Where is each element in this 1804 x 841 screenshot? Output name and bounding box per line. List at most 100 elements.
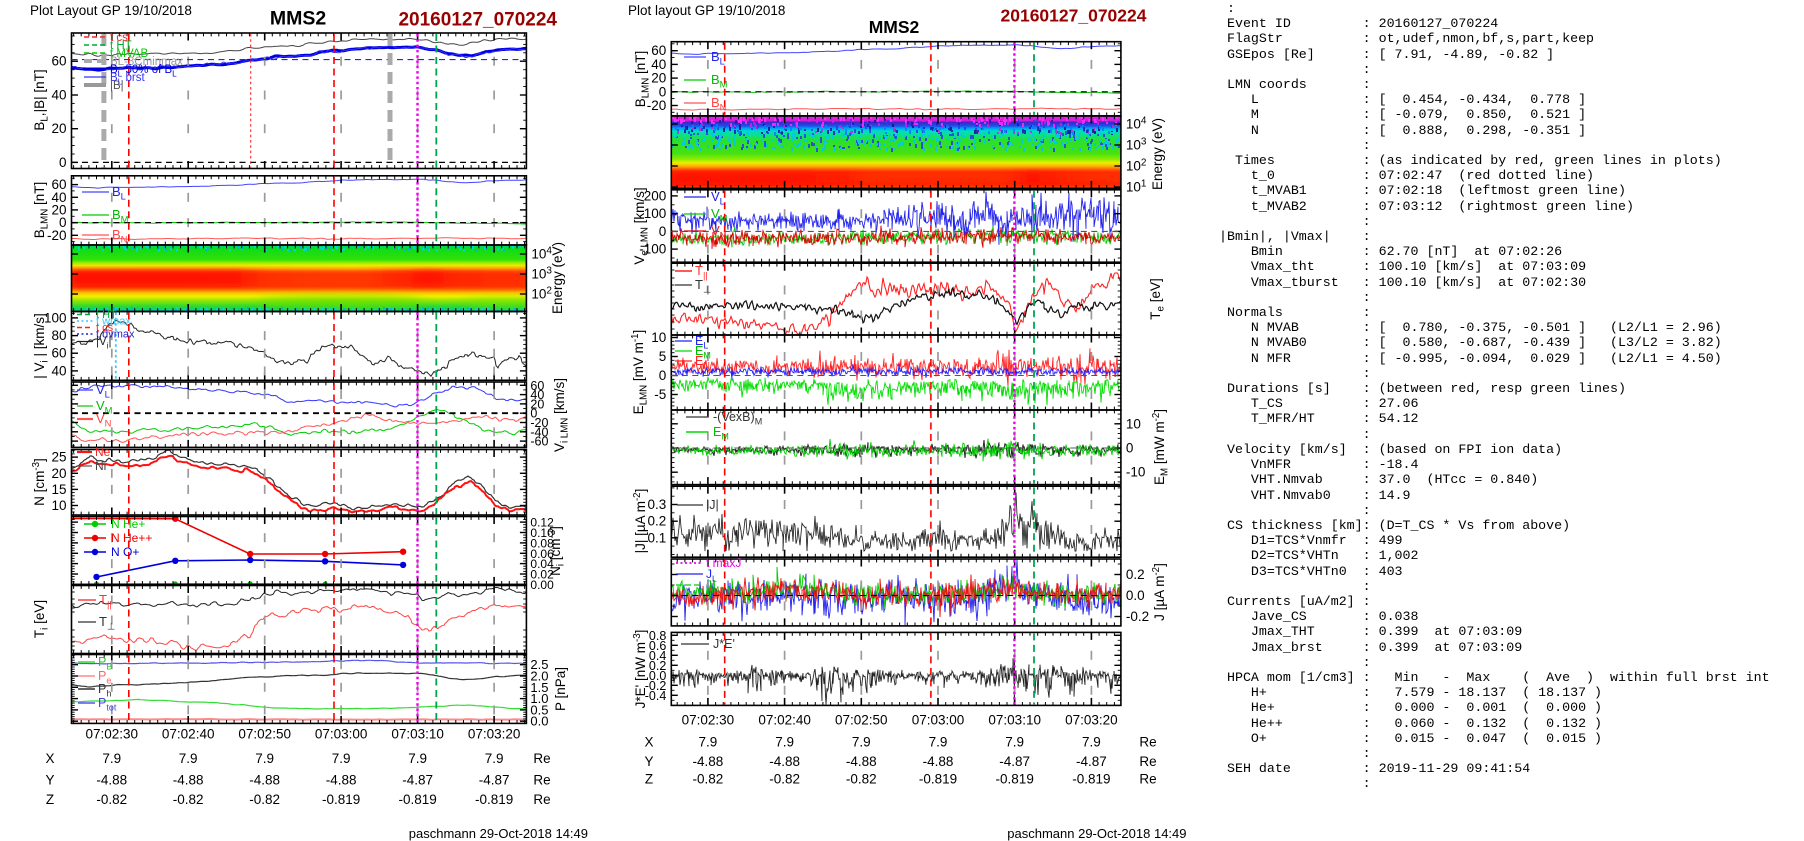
svg-text:Z: Z [46,792,54,807]
svg-text:60: 60 [51,177,66,192]
svg-text:BL​: BL​ [711,49,725,67]
svg-text:20: 20 [51,466,66,481]
svg-text:0.8: 0.8 [649,629,666,643]
svg-text:60: 60 [51,346,66,361]
svg-text:40: 40 [51,363,66,378]
svg-text:EM​: EM​ [713,425,729,442]
svg-text:7.9: 7.9 [102,751,121,766]
svg-text:0.2: 0.2 [649,659,666,673]
svg-text:BN​: BN​ [112,227,127,245]
svg-text:07:03:20: 07:03:20 [1065,713,1118,728]
svg-text:40: 40 [51,88,66,103]
svg-text:-20: -20 [647,98,667,113]
svg-text:20: 20 [530,397,544,411]
svg-text:60: 60 [651,43,666,58]
svg-text:10: 10 [51,498,66,513]
svg-text:BL​ brst: BL​ brst [110,72,145,87]
svg-text:40: 40 [530,388,544,402]
svg-text:0.08: 0.08 [530,536,554,550]
svg-text:Plot Layout GP 19/10/2018: Plot Layout GP 19/10/2018 [30,3,192,18]
svg-text:-0.82: -0.82 [96,792,127,807]
svg-text:100: 100 [44,310,67,325]
svg-text:7.9: 7.9 [929,735,948,750]
svg-text:VL​: VL​ [711,189,725,207]
svg-text:X: X [45,751,54,766]
svg-text:N He+: N He+ [111,517,145,531]
svg-text:0.6: 0.6 [649,639,666,653]
svg-text:N [cm-3​]: N [cm-3​] [31,458,47,506]
svg-text:-20: -20 [47,228,67,243]
svg-text:60: 60 [51,54,66,69]
svg-text:15: 15 [51,482,66,497]
svg-text:EM​: EM​ [695,344,711,361]
svg-text:Energy (eV): Energy (eV) [1150,118,1165,190]
svg-text:Re: Re [1139,771,1156,786]
svg-text:PB​: PB​ [98,655,112,672]
svg-text:t HT: t HT [110,40,132,52]
svg-text:60: 60 [530,379,544,393]
svg-text:07:03:00: 07:03:00 [315,727,368,742]
svg-text:T||​: T||​ [695,263,708,281]
svg-text:Energy (eV): Energy (eV) [550,242,565,314]
svg-text:-4.88: -4.88 [769,754,800,769]
svg-text:-5: -5 [654,387,666,402]
svg-text:t cs: t cs [96,322,114,334]
svg-text:JL​: JL​ [706,567,717,584]
svg-text:VL​: VL​ [96,382,110,400]
svg-text:200: 200 [644,188,667,203]
svg-text:-0.4: -0.4 [645,689,667,703]
svg-text:80: 80 [51,328,66,343]
svg-text:2.5: 2.5 [530,657,548,672]
svg-text:-20: -20 [530,416,548,430]
svg-text:T||​: T||​ [99,592,112,610]
svg-text:BL​,|B| [nT]: BL​,|B| [nT] [32,69,51,130]
svg-text:P [nPa]: P [nPa] [553,667,568,711]
svg-text:Ni​ [cm-3​]: Ni​ [cm-3​] [547,526,567,576]
svg-text:5: 5 [659,349,667,364]
svg-text:20160127_070224: 20160127_070224 [1001,6,1147,26]
svg-text:t wmax: t wmax [96,316,131,328]
svg-text:25: 25 [51,450,66,465]
svg-text:7.9: 7.9 [852,735,871,750]
svg-text:Te​ [eV]: Te​ [eV] [1148,278,1167,319]
svg-text:-0.82: -0.82 [249,792,280,807]
svg-text:-4.88: -4.88 [173,772,204,787]
svg-text:0.02: 0.02 [530,568,554,582]
svg-text:-4.88: -4.88 [693,754,724,769]
svg-text:7.9: 7.9 [408,751,427,766]
svg-text:Ni: Ni [95,459,106,473]
svg-text:Pe​: Pe​ [98,669,111,686]
svg-text:0.0: 0.0 [1126,588,1145,603]
svg-text:0: 0 [659,224,667,239]
svg-text:BL-3Cminmax: BL-3Cminmax [110,56,183,68]
svg-text:J [µA m-2​]: J [µA m-2​] [1151,563,1167,621]
svg-text:-60: -60 [530,435,548,449]
svg-text:0.2: 0.2 [648,514,667,529]
svg-text:JM​: JM​ [706,578,719,595]
svg-text:-0.819: -0.819 [919,771,957,786]
svg-text:-4.87: -4.87 [999,754,1030,769]
svg-text:BM​: BM​ [711,72,728,90]
svg-text:0.5: 0.5 [530,702,548,717]
svg-text:Re: Re [1139,735,1156,750]
svg-text:N O+: N O+ [111,545,139,559]
svg-text:ELMN​ [mV m-1​]: ELMN​ [mV m-1​] [630,330,650,415]
svg-text:J*E': J*E' [713,637,735,651]
svg-text:T⊥​: T⊥​ [695,277,711,295]
svg-text:|J|: |J| [706,498,719,512]
svg-text:-0.819: -0.819 [398,792,436,807]
svg-text:07:02:50: 07:02:50 [238,727,291,742]
svg-text:7.9: 7.9 [332,751,351,766]
svg-text:40: 40 [651,57,666,72]
svg-text:-4.87: -4.87 [1076,754,1107,769]
svg-text:-0.819: -0.819 [996,771,1034,786]
svg-text:VM​: VM​ [711,206,728,224]
svg-text:Ph​: Ph​ [98,682,111,699]
svg-text:t cs: t cs [110,32,128,44]
svg-text:EL​: EL​ [695,334,708,351]
svg-text:Y: Y [45,772,54,787]
svg-text:-4.87: -4.87 [402,772,433,787]
svg-text:BM​: BM​ [112,207,129,225]
svg-text:t HT: t HT [96,309,117,321]
svg-text:-40: -40 [530,425,548,439]
